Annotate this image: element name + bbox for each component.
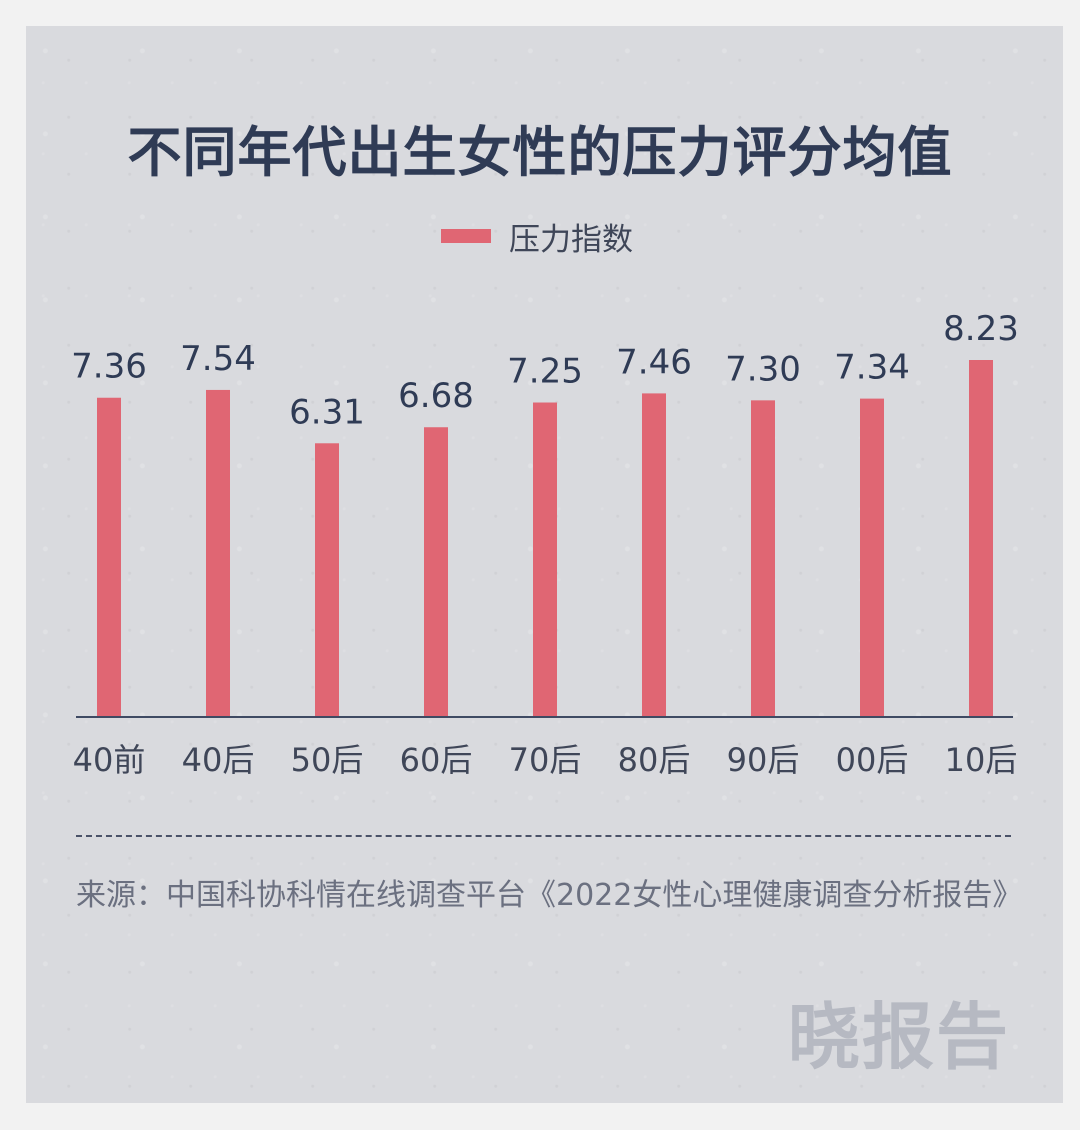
legend-swatch — [441, 229, 491, 243]
category-label: 60后 — [400, 741, 473, 779]
value-label: 7.54 — [180, 339, 256, 379]
value-label: 8.23 — [943, 309, 1019, 349]
source-divider — [76, 835, 1011, 837]
bar-40前 — [97, 397, 121, 717]
value-label: 6.31 — [289, 392, 365, 432]
bar-80后 — [642, 393, 666, 717]
source-text: 中国科协科情在线调查平台《2022女性心理健康调查分析报告》 — [166, 878, 1023, 913]
bar-60后 — [424, 427, 448, 717]
source-prefix: 来源： — [76, 878, 166, 913]
category-label: 40前 — [73, 741, 146, 779]
value-label: 6.68 — [398, 376, 474, 416]
bar-00后 — [860, 398, 884, 717]
category-label: 90后 — [727, 741, 800, 779]
value-label: 7.34 — [834, 348, 910, 388]
category-label: 10后 — [945, 741, 1018, 779]
legend-label: 压力指数 — [509, 221, 633, 258]
category-label: 80后 — [618, 741, 691, 779]
value-label: 7.36 — [71, 347, 147, 387]
bar-70后 — [533, 402, 557, 717]
chart-title: 不同年代出生女性的压力评分均值 — [127, 121, 953, 184]
bar-10后 — [969, 360, 993, 717]
value-label: 7.30 — [725, 349, 801, 389]
value-label: 7.46 — [616, 342, 692, 382]
value-label: 7.25 — [507, 352, 583, 392]
bar-chart: 7.36 40前 7.54 40后 6.31 50后 6.68 60后 7.25 70后 7.46 8… — [71, 309, 1019, 779]
chart-legend: 压力指数 — [441, 216, 633, 258]
bar-40后 — [206, 389, 230, 717]
bar-50后 — [315, 443, 339, 717]
watermark-logo: 晓报告 — [788, 995, 1011, 1079]
category-label: 70后 — [509, 741, 582, 779]
category-label: 00后 — [836, 741, 909, 779]
category-label: 40后 — [182, 741, 255, 779]
bar-90后 — [751, 400, 775, 717]
category-label: 50后 — [291, 741, 364, 779]
source-note: 来源： 中国科协科情在线调查平台《2022女性心理健康调查分析报告》 — [76, 872, 1023, 920]
